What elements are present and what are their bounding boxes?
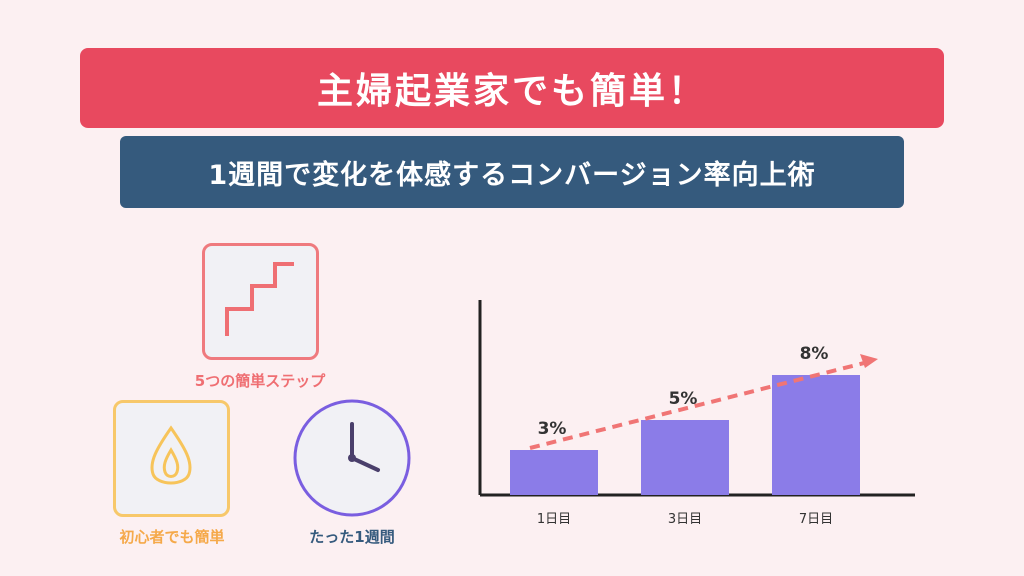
clock-icon [293, 399, 411, 517]
x-tick-label-3: 7日目 [799, 512, 833, 527]
bar-value-label-3: 8% [800, 344, 829, 364]
bar-3 [772, 375, 860, 495]
trend-arrow-head [860, 354, 878, 368]
main-title: 主婦起業家でも簡単！ [316, 71, 707, 112]
drop-icon-box [113, 400, 230, 517]
trend-arrow-line [529, 360, 869, 450]
main-title-banner: 主婦起業家でも簡単！ [80, 48, 944, 128]
stairs-icon [225, 262, 294, 336]
x-tick-label-2: 3日目 [668, 512, 702, 527]
feature-label-week: たった1週間 [309, 528, 395, 546]
bar-1 [510, 450, 598, 495]
feature-label-steps: 5つの簡単ステップ [194, 372, 326, 390]
bar-2 [641, 420, 729, 495]
stairs-icon-box [202, 243, 319, 360]
bar-value-label-1: 3% [538, 419, 567, 439]
drop-icon [150, 425, 192, 485]
x-tick-label-1: 1日目 [537, 512, 571, 527]
feature-label-beginner: 初心者でも簡単 [119, 528, 225, 546]
conversion-bar-chart: 3% 1日目 5% 3日目 8% 7日目 [478, 300, 915, 527]
bar-value-label-2: 5% [669, 389, 698, 409]
subtitle: 1週間で変化を体感するコンバージョン率向上術 [208, 159, 816, 191]
subtitle-banner: 1週間で変化を体感するコンバージョン率向上術 [120, 136, 904, 208]
